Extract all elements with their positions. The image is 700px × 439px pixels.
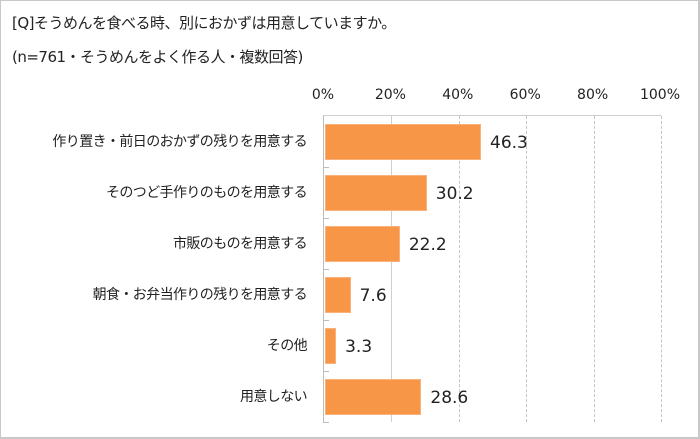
bar <box>325 123 482 160</box>
gridline <box>593 116 595 422</box>
x-tick-label: 60% <box>509 87 541 103</box>
gridline <box>458 116 460 422</box>
bar <box>325 276 351 313</box>
category-tick <box>323 371 329 372</box>
bar <box>325 225 400 262</box>
data-label: 30.2 <box>435 183 474 204</box>
chart-subtitle: (n=761・そうめんをよく作る人・複数回答) <box>12 48 303 66</box>
x-tick-label: 20% <box>374 87 406 103</box>
gridline <box>391 116 393 422</box>
category-tick <box>323 320 329 321</box>
category-tick <box>323 422 329 423</box>
chart-title: [Q]そうめんを食べる時、別におかずは用意していますか。 <box>12 14 396 32</box>
category-tick <box>323 167 329 168</box>
x-tick-label: 40% <box>442 87 474 103</box>
category-label: 市販のものを用意する <box>173 235 308 252</box>
category-tick <box>323 218 329 219</box>
category-label: 朝食・お弁当作りの残りを用意する <box>92 286 308 303</box>
x-tick-label: 100% <box>639 87 681 103</box>
data-label: 22.2 <box>408 234 447 255</box>
plot-area: 46.3 30.2 22.2 7.6 3.3 28.6 <box>323 115 662 423</box>
gridline <box>526 116 528 422</box>
bar <box>325 174 427 211</box>
data-label: 7.6 <box>359 285 387 306</box>
data-label: 46.3 <box>490 132 528 153</box>
category-tick <box>323 269 329 270</box>
data-label: 3.3 <box>345 336 373 357</box>
bar <box>325 378 422 415</box>
gridline <box>661 116 662 422</box>
x-tick-label: 80% <box>577 87 609 103</box>
data-label: 28.6 <box>430 387 469 408</box>
category-label: 作り置き・前日のおかずの残りを用意する <box>52 133 307 150</box>
bar <box>325 327 337 364</box>
category-label: そのつど手作りのものを用意する <box>106 184 308 201</box>
x-tick-label: 0% <box>311 87 335 103</box>
category-label: 用意しない <box>240 388 308 405</box>
category-label: その他 <box>266 337 308 354</box>
